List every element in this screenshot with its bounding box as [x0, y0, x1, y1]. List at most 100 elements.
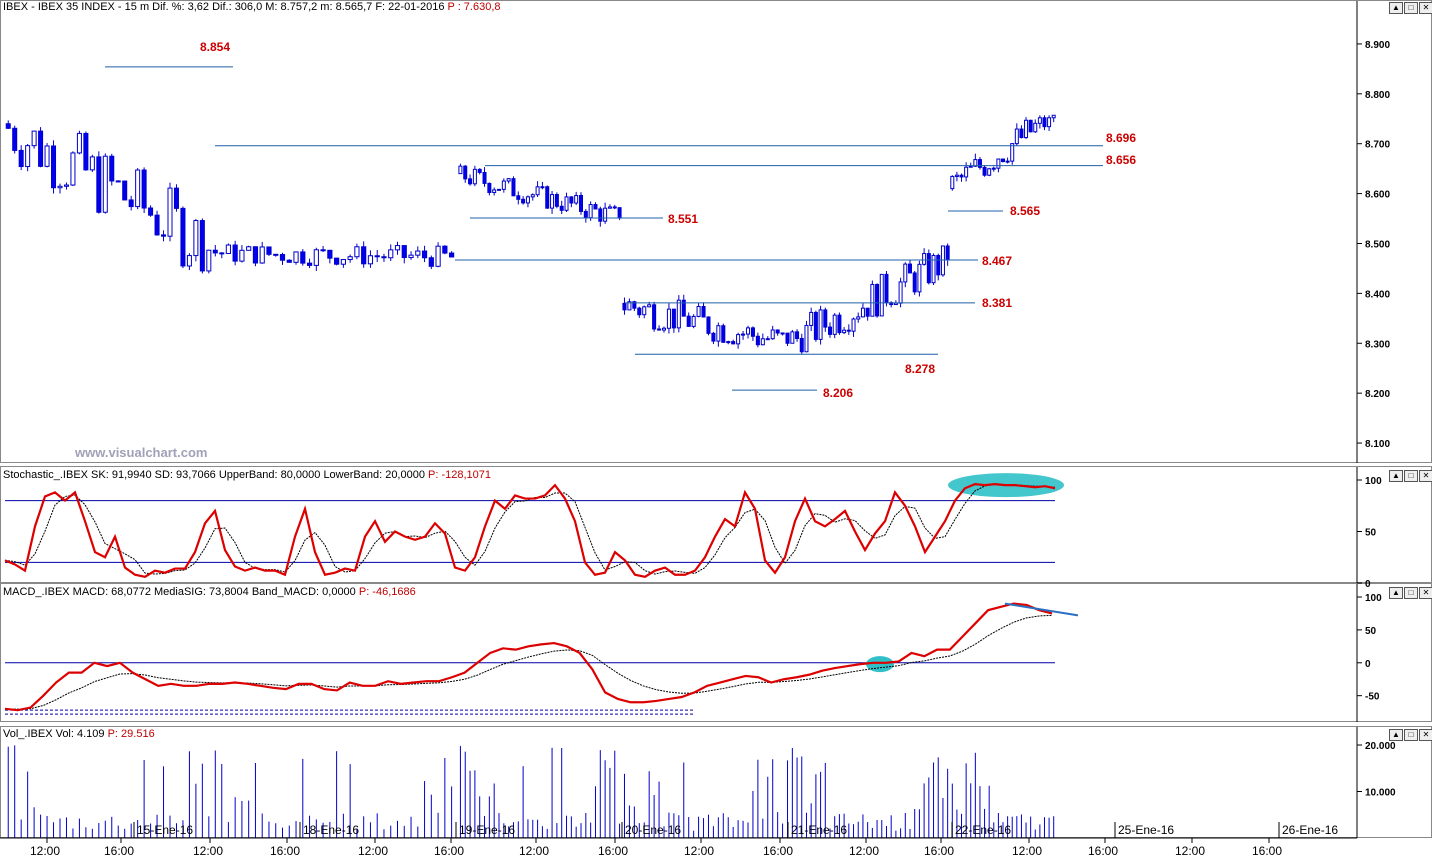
- candle: [76, 132, 82, 154]
- candle: [908, 263, 912, 274]
- minimize-button[interactable]: ▲: [1389, 587, 1403, 599]
- close-button[interactable]: ✕: [1419, 470, 1432, 482]
- candle: [603, 207, 608, 222]
- candle: [632, 301, 637, 309]
- candle: [199, 220, 205, 272]
- candle: [1014, 128, 1019, 145]
- minimize-button[interactable]: ▲: [1389, 470, 1403, 482]
- candle: [745, 327, 751, 335]
- candle: [374, 255, 380, 258]
- candle: [501, 180, 506, 190]
- candle: [487, 182, 492, 193]
- candle: [458, 165, 463, 175]
- candle: [463, 165, 468, 180]
- candle: [813, 311, 818, 340]
- candle: [102, 155, 108, 213]
- stoch-tick-label: 0: [1365, 579, 1371, 590]
- candle: [987, 168, 992, 176]
- candle: [832, 314, 837, 335]
- candle: [706, 316, 711, 334]
- minimize-button[interactable]: ▲: [1389, 2, 1403, 14]
- candle: [554, 194, 559, 207]
- candle: [991, 167, 996, 170]
- candle: [186, 255, 192, 267]
- candle: [435, 245, 441, 267]
- candle: [652, 304, 657, 330]
- candle: [347, 256, 353, 261]
- time-label: 12:00: [358, 844, 388, 857]
- candle: [540, 186, 545, 189]
- candle: [954, 174, 959, 177]
- candle: [804, 324, 809, 353]
- candle: [691, 315, 696, 327]
- price-tick-label: 8.300: [1365, 339, 1390, 350]
- close-button[interactable]: ✕: [1419, 2, 1432, 14]
- candle: [884, 273, 889, 304]
- time-label: 12:00: [684, 844, 714, 857]
- candle: [472, 168, 477, 185]
- candle: [870, 283, 875, 317]
- minimize-button[interactable]: ▲: [1389, 729, 1403, 741]
- candle: [559, 205, 564, 211]
- candle: [340, 259, 346, 265]
- date-label: 22-Ene-16: [955, 823, 1011, 837]
- price-tick-label: 8.500: [1365, 239, 1390, 250]
- candle: [180, 207, 186, 267]
- candle: [564, 196, 569, 211]
- candles-group: [5, 114, 1056, 355]
- candle: [154, 214, 160, 236]
- candle: [530, 194, 535, 198]
- candle: [415, 250, 421, 256]
- stoch-tick-label: 100: [1365, 476, 1382, 487]
- date-label: 26-Ene-16: [1282, 823, 1338, 837]
- candle: [903, 263, 908, 283]
- vol-tick-label: 20.000: [1365, 741, 1396, 752]
- time-label: 16:00: [270, 844, 300, 857]
- maximize-button[interactable]: □: [1404, 2, 1418, 14]
- candle: [83, 132, 89, 171]
- candle: [18, 149, 24, 168]
- time-label: 16:00: [1252, 844, 1282, 857]
- candle: [516, 195, 521, 200]
- maximize-button[interactable]: □: [1404, 729, 1418, 741]
- candle: [996, 158, 1001, 169]
- candle: [1001, 158, 1005, 162]
- candle: [828, 326, 832, 335]
- main-panel-frame: [0, 0, 1432, 463]
- candle: [109, 155, 115, 182]
- close-button[interactable]: ✕: [1419, 729, 1432, 741]
- candle: [837, 314, 842, 334]
- candle: [535, 186, 540, 196]
- maximize-button[interactable]: □: [1404, 470, 1418, 482]
- price-tick-label: 8.100: [1365, 439, 1390, 450]
- candle: [612, 206, 617, 209]
- candle: [950, 175, 955, 190]
- close-button[interactable]: ✕: [1419, 587, 1432, 599]
- candle: [38, 130, 44, 167]
- candle: [286, 259, 292, 263]
- time-label: 16:00: [598, 844, 628, 857]
- candle: [574, 195, 579, 204]
- date-label: 18-Ene-16: [303, 823, 359, 837]
- time-label: 12:00: [519, 844, 549, 857]
- candle: [583, 210, 588, 219]
- time-label: 16:00: [434, 844, 464, 857]
- macd-tick-label: 50: [1365, 626, 1377, 637]
- candle: [259, 246, 265, 264]
- level-label-8.206: 8.206: [823, 386, 853, 400]
- candle: [936, 254, 941, 276]
- candle: [569, 196, 574, 204]
- candle: [647, 304, 652, 308]
- volume-group: [7, 745, 1055, 838]
- vol-panel-header: Vol_.IBEX Vol: 4.109 P: 29.516: [3, 728, 155, 740]
- candle: [879, 273, 884, 317]
- date-label: 21-Ene-16: [791, 823, 847, 837]
- maximize-button[interactable]: □: [1404, 587, 1418, 599]
- candle: [252, 246, 259, 264]
- candle: [780, 332, 785, 335]
- macd-signal-line: [4, 614, 1053, 710]
- candle: [421, 250, 428, 259]
- candle: [721, 325, 726, 343]
- candle: [89, 156, 95, 171]
- vol-title: Vol_.IBEX Vol: 4.109: [3, 728, 105, 740]
